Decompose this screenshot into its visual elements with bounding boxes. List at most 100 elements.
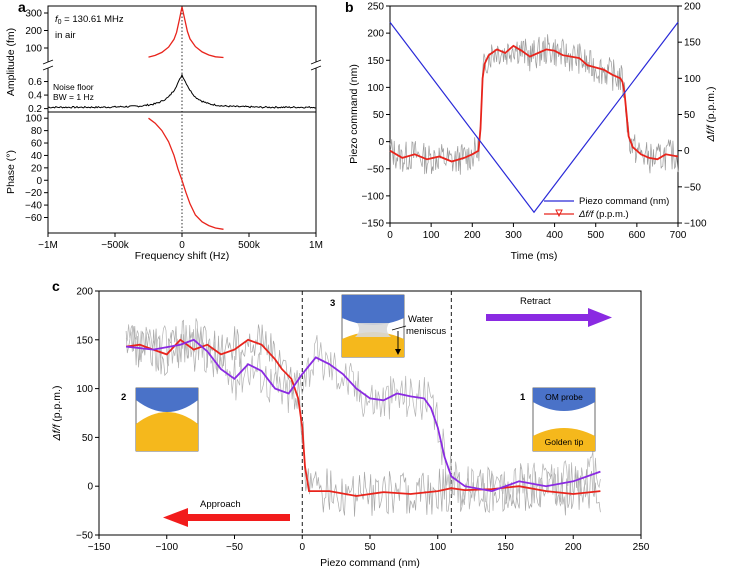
amplitude-ytick-300-label: 300 (25, 9, 42, 20)
df-raw-noise (389, 34, 679, 175)
panel-a-phase-ylabel: Phase (°) (5, 150, 17, 194)
phase-ytick-80-label: 80 (31, 126, 43, 137)
panel-b-y2label: Δf/f (p.p.m.) (705, 87, 717, 143)
noise-ytick-0.6-label: 0.6 (28, 77, 42, 88)
inset-2-number: 2 (121, 392, 126, 403)
c-xtick--100-label: −100 (155, 542, 178, 553)
c-xtick-0-label: 0 (299, 542, 305, 553)
df-ytick-100-label: 100 (684, 74, 701, 85)
inset-3-number: 3 (330, 298, 335, 309)
c-ytick-0-label: 0 (87, 482, 93, 493)
c-ytick--50-label: −50 (76, 531, 93, 542)
axis-break-marks (42, 59, 322, 71)
legend-df-marker (555, 209, 563, 218)
piezo-ytick-200-label: 200 (367, 29, 384, 40)
freq-xtick-1-label: −500k (101, 240, 130, 251)
legend-df-label: Δf/f (p.p.m.) (578, 209, 629, 220)
freq-xtick-0-label: −1M (38, 240, 58, 251)
df-ytick-150-label: 150 (684, 38, 701, 49)
amplitude-ytick-200-label: 200 (25, 26, 42, 37)
time-xtick-600-label: 600 (629, 230, 646, 241)
c-xtick--50-label: −50 (226, 542, 243, 553)
c-xtick-250-label: 250 (633, 542, 650, 553)
c-xtick--150-label: −150 (88, 542, 111, 553)
panel-a-phase-axes (47, 111, 317, 234)
time-xtick-700-label: 700 (670, 230, 687, 241)
inset-1-number: 1 (520, 392, 526, 403)
c-xtick-200-label: 200 (565, 542, 582, 553)
om-probe-label: OM probe (545, 392, 583, 402)
time-xtick-400-label: 400 (546, 230, 563, 241)
panel-c-xlabel: Piezo command (nm) (320, 557, 420, 569)
time-xtick-0-label: 0 (387, 230, 393, 241)
panel-a-phase-series (148, 117, 224, 230)
amplitude-ytick-100-label: 100 (25, 44, 42, 55)
f0-annotation: f0 = 130.61 MHz (55, 14, 124, 26)
panel-c-ylabel: Δf/f (p.p.m.) (51, 386, 63, 442)
piezo-ytick-0-label: 0 (378, 137, 384, 148)
panel-b-series (389, 21, 679, 214)
freq-xtick-2-label: 0 (179, 240, 185, 251)
piezo-ytick-150-label: 150 (367, 56, 384, 67)
c-xtick-50-label: 50 (364, 542, 376, 553)
phase-ytick-100-label: 100 (25, 114, 42, 125)
time-xtick-200-label: 200 (464, 230, 481, 241)
phase-ytick-0-label: 0 (36, 176, 42, 187)
c-ytick-100-label: 100 (76, 384, 93, 395)
panel-c-series (125, 318, 601, 517)
retract-arrow (486, 308, 612, 327)
noise-ytick-0.4-label: 0.4 (28, 91, 42, 102)
time-xtick-300-label: 300 (505, 230, 522, 241)
df-series (389, 44, 679, 163)
piezo-ytick--100-label: −100 (361, 191, 384, 202)
panel-a-xlabel: Frequency shift (Hz) (135, 250, 230, 262)
approach-raw-noise (125, 319, 601, 517)
phase-ytick-40-label: 40 (31, 151, 43, 162)
panel-a-upper-y-ticks: 100 200 300 0.2 0.4 0.6 (25, 9, 48, 115)
c-xtick-100-label: 100 (429, 542, 446, 553)
approach-arrow (163, 508, 290, 527)
phase-ytick--20-label: −20 (25, 188, 42, 199)
retract-series (126, 338, 601, 493)
phase-series (148, 117, 224, 230)
phase-ytick--40-label: −40 (25, 201, 42, 212)
legend-piezo-label: Piezo command (nm) (579, 196, 669, 207)
noise-floor-series (47, 73, 317, 109)
water-label: Water (408, 314, 433, 325)
df-ytick--100-label: −100 (684, 219, 707, 230)
piezo-ytick--50-label: −50 (367, 164, 384, 175)
panel-a-amplitude-ylabel: Amplitude (fm) (5, 28, 17, 96)
panel-label-a: a (18, 0, 26, 15)
approach-series (125, 338, 601, 497)
panel-b-ylabel: Piezo command (nm) (348, 64, 360, 164)
c-xtick-150-label: 150 (497, 542, 514, 553)
piezo-series (389, 21, 679, 214)
panel-b-xlabel: Time (ms) (511, 250, 558, 262)
bandwidth-annotation: BW = 1 Hz (53, 92, 94, 102)
panel-a-upper-series (47, 6, 317, 109)
piezo-ytick-50-label: 50 (373, 110, 385, 121)
approach-label: Approach (200, 499, 241, 510)
c-ytick-50-label: 50 (82, 433, 94, 444)
amplitude-series (148, 6, 224, 59)
panel-b-legend: Piezo command (nm) Δf/f (p.p.m.) (544, 196, 669, 220)
panel-b-axes (389, 5, 679, 224)
inset-3-meniscus: 3 Water meniscus (330, 294, 446, 358)
inset-2-contact: 2 (121, 387, 199, 452)
noise-floor-annotation: Noise floor (53, 82, 94, 92)
df-ytick--50-label: −50 (684, 182, 701, 193)
df-ytick-200-label: 200 (684, 2, 701, 13)
inset-1-separated: 1 OM probe Golden tip (520, 387, 596, 452)
freq-xtick-3-label: 500k (238, 240, 261, 251)
time-xtick-100-label: 100 (423, 230, 440, 241)
medium-annotation: in air (55, 30, 76, 41)
retract-raw-noise (125, 318, 601, 514)
piezo-ytick-250-label: 250 (367, 2, 384, 13)
noise-ytick-0.2-label: 0.2 (28, 104, 42, 115)
panel-label-b: b (345, 0, 354, 15)
c-ytick-150-label: 150 (76, 335, 93, 346)
phase-ytick--60-label: −60 (25, 213, 42, 224)
piezo-ytick--150-label: −150 (361, 219, 384, 230)
